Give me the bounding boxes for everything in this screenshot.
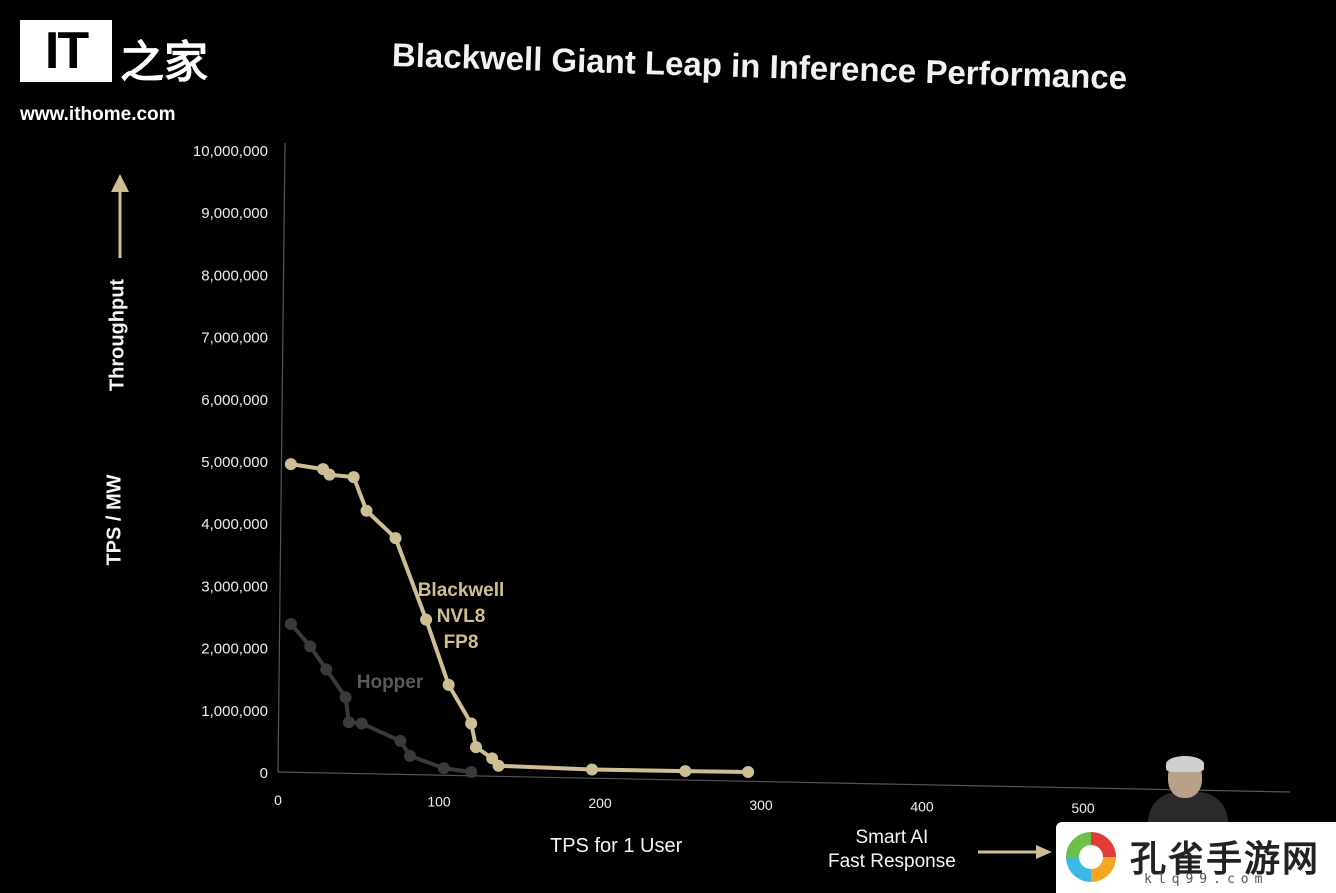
y-tick-label: 7,000,000 [201, 330, 268, 347]
ithome-url: www.ithome.com [20, 104, 176, 125]
blackwell-point [360, 504, 373, 517]
hopper-point [304, 640, 317, 653]
blackwell-point [679, 765, 692, 778]
y-axis-line [277, 142, 286, 773]
smart-ai-line2: Fast Response [828, 851, 956, 872]
throughput-arrow-head [111, 174, 129, 192]
blackwell-point [465, 717, 478, 730]
y-tick-label: 0 [260, 765, 268, 782]
blackwell-point [389, 532, 402, 545]
ithome-logo: IT [20, 20, 112, 82]
badge-name: 孔雀手游网 [1130, 839, 1321, 880]
blackwell-point [492, 759, 505, 772]
blackwell-series-label: Blackwell [418, 580, 505, 601]
blackwell-point [442, 678, 455, 691]
presenter-hair [1166, 756, 1204, 772]
ithome-logo-cn: 之家 [120, 37, 208, 88]
badge-logo-icon [1066, 832, 1116, 882]
y-tick-label: 9,000,000 [201, 205, 268, 222]
watermark-badge: 孔雀手游网 klq99.com [1056, 822, 1336, 893]
hopper-point [284, 617, 297, 630]
y-tick-label: 10,000,000 [193, 143, 268, 160]
y-tick-label: 2,000,000 [201, 641, 268, 658]
x-tick-label: 500 [1071, 800, 1095, 816]
hopper-point [339, 691, 352, 704]
hopper-line [289, 622, 472, 774]
blackwell-point [323, 468, 336, 481]
hopper-point [394, 734, 407, 747]
x-tick-label: 0 [274, 792, 282, 808]
blackwell-point [742, 766, 755, 778]
y-tick-label: 8,000,000 [201, 267, 268, 284]
hopper-point [465, 766, 478, 778]
smart-ai-label: Smart AI Fast Response [828, 826, 956, 874]
hopper-point [320, 663, 333, 676]
y-tick-label: 1,000,000 [201, 703, 268, 720]
blackwell-point [284, 458, 297, 471]
x-tick-label: 400 [910, 798, 934, 814]
hopper-point [404, 749, 417, 762]
x-axis-line [277, 771, 1291, 793]
x-tick-label: 300 [749, 797, 773, 813]
hopper-point [342, 716, 355, 729]
blackwell-point [347, 471, 360, 484]
blackwell-series-label: NVL8 [437, 606, 486, 627]
hopper-point [437, 762, 450, 775]
fast-response-arrow-head [1036, 845, 1052, 859]
y-tick-label: 4,000,000 [201, 516, 268, 533]
hopper-point [355, 717, 368, 730]
x-tick-label: 100 [427, 794, 451, 810]
y-axis-label: TPS / MW [103, 474, 126, 566]
hopper-series-label: Hopper [357, 672, 424, 693]
blackwell-series-label: FP8 [444, 632, 479, 653]
throughput-label: Throughput [106, 278, 129, 392]
y-tick-label: 5,000,000 [201, 454, 268, 471]
blackwell-point [420, 613, 433, 626]
x-tick-label: 200 [588, 795, 612, 811]
badge-url: klq99.com [1144, 872, 1269, 887]
x-axis-label: TPS for 1 User [550, 835, 683, 857]
blackwell-point [585, 763, 598, 776]
smart-ai-line1: Smart AI [855, 827, 929, 848]
blackwell-point [470, 741, 483, 754]
presenter-image [1148, 756, 1228, 824]
y-tick-label: 6,000,000 [201, 392, 268, 409]
y-tick-label: 3,000,000 [201, 578, 268, 595]
